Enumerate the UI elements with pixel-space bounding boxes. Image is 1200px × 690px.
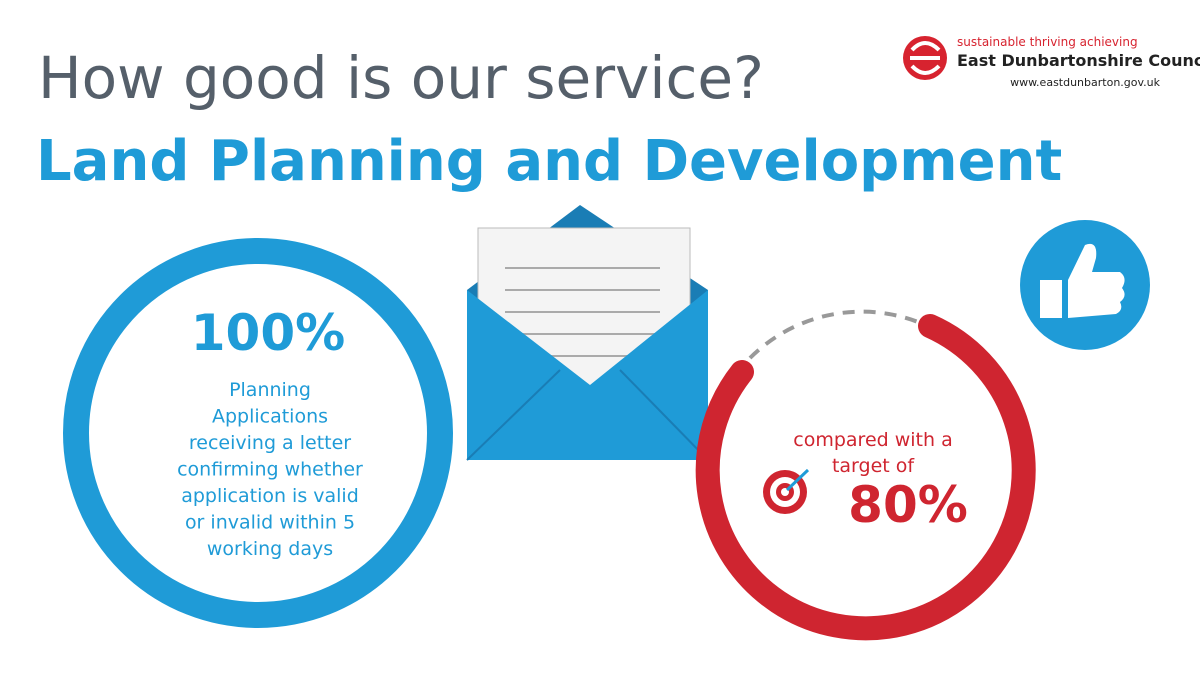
result-value: 100% [191, 304, 345, 362]
text-line: application is valid [181, 485, 359, 507]
text-line: Planning [229, 379, 311, 401]
logo-url: www.eastdunbarton.gov.uk [1010, 76, 1161, 89]
result-description: Planning Applications receiving a letter co… [177, 379, 363, 560]
text-line: confirming whether [177, 459, 363, 481]
text-line: or invalid within 5 [185, 512, 355, 534]
result-ring [63, 238, 453, 628]
envelope-icon [466, 205, 709, 461]
thumbs-up-icon [1020, 220, 1150, 350]
logo-tagline: sustainable thriving achieving [957, 35, 1138, 49]
text-line: target of [832, 455, 915, 477]
text-line: compared with a [793, 429, 952, 451]
target-value: 80% [848, 476, 968, 534]
logo-name: East Dunbartonshire Council [957, 51, 1200, 70]
page-subtitle: Land Planning and Development [36, 129, 1062, 194]
target-icon [763, 468, 810, 514]
target-gap [748, 309, 919, 360]
target-text: compared with a target of [793, 429, 952, 477]
text-line: Applications [212, 406, 328, 428]
logo: sustainable thriving achieving East Dunb… [903, 35, 1200, 89]
text-line: receiving a letter [189, 432, 351, 454]
target-ring [695, 314, 1036, 641]
text-line: working days [207, 538, 333, 560]
page-title: How good is our service? [38, 44, 764, 112]
